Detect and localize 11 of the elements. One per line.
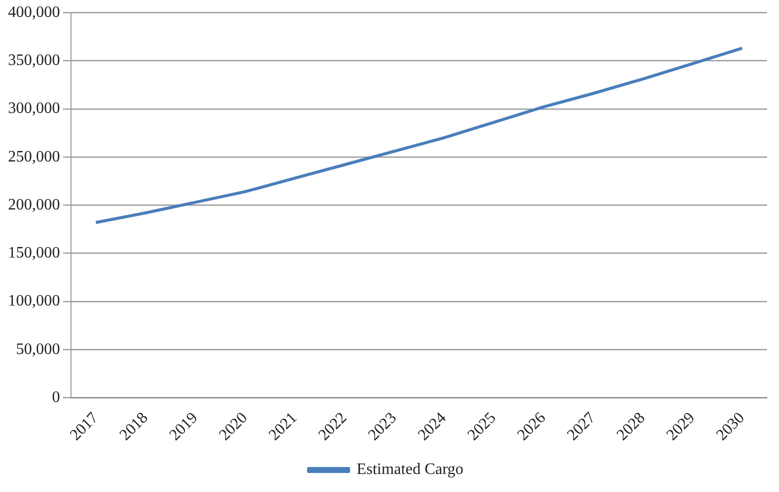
y-tick-label: 350,000: [8, 52, 60, 69]
y-tick-label: 100,000: [8, 292, 60, 310]
y-tick-label: 0: [52, 389, 60, 406]
y-tick-label: 200,000: [8, 196, 60, 214]
y-tick-label: 400,000: [8, 4, 60, 21]
y-tick-label: 250,000: [8, 148, 60, 166]
y-tick-label: 150,000: [8, 244, 60, 262]
x-tick-label: 2021: [266, 409, 301, 444]
y-tick-label: 300,000: [8, 100, 60, 118]
y-tick-label: 50,000: [16, 340, 60, 358]
legend-label: Estimated Cargo: [356, 461, 464, 478]
